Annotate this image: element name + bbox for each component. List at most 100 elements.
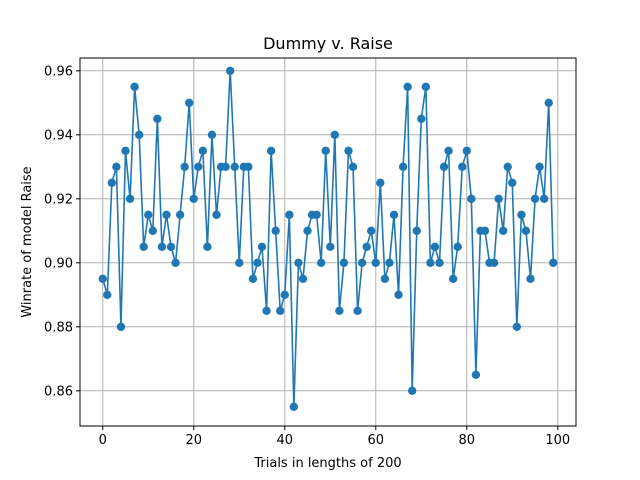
data-point	[512, 322, 522, 331]
data-point	[103, 290, 112, 299]
x-tick-label: 0	[99, 433, 107, 448]
data-point	[326, 242, 335, 251]
data-point	[508, 178, 517, 187]
data-point	[125, 194, 135, 203]
data-point	[398, 162, 408, 171]
data-point	[148, 226, 158, 235]
data-point	[439, 162, 449, 171]
data-point	[171, 258, 180, 267]
data-point	[262, 306, 271, 315]
data-point	[417, 114, 426, 124]
data-point	[376, 178, 385, 187]
data-point	[316, 258, 326, 267]
data-point	[162, 210, 171, 219]
data-point	[280, 290, 289, 299]
x-tick-label: 100	[545, 433, 570, 448]
series-line	[101, 70, 555, 408]
data-point	[339, 258, 349, 267]
data-point	[407, 386, 417, 395]
data-point	[257, 242, 267, 251]
data-point	[448, 274, 458, 283]
data-point	[348, 162, 358, 171]
data-point	[526, 274, 535, 283]
data-point	[421, 82, 431, 92]
data-point	[430, 242, 440, 251]
data-point	[330, 130, 340, 139]
data-point	[175, 210, 185, 219]
y-tick-label: 0.92	[44, 192, 73, 207]
data-point	[298, 274, 308, 283]
data-point	[180, 162, 189, 171]
data-point	[367, 226, 376, 235]
data-point	[244, 162, 253, 171]
data-point	[276, 306, 285, 315]
y-tick-label: 0.88	[44, 320, 73, 335]
data-point	[303, 226, 312, 235]
data-point	[480, 226, 490, 235]
data-point	[444, 146, 453, 155]
ticks: 0 20 40 60 80 100 0.86 0.88 0.90 0.92 0.94 0.96	[44, 64, 570, 448]
data-point	[185, 98, 194, 108]
data-point	[530, 194, 540, 203]
data-point	[353, 306, 362, 315]
data-point	[312, 210, 321, 219]
data-point	[549, 258, 558, 267]
data-point	[121, 146, 130, 155]
data-point	[544, 98, 553, 108]
y-tick-label: 0.96	[44, 64, 73, 79]
x-axis-label: Trials in lengths of 200	[253, 456, 401, 471]
data-point	[289, 402, 299, 411]
data-point	[403, 82, 412, 92]
series-layer	[98, 66, 558, 411]
data-point	[207, 130, 217, 139]
data-point	[471, 370, 481, 379]
data-point	[521, 226, 531, 235]
data-point	[225, 66, 235, 76]
data-point	[139, 242, 148, 251]
y-tick-label: 0.90	[44, 256, 73, 271]
x-tick-label: 40	[276, 433, 293, 448]
data-point	[321, 146, 330, 155]
data-point	[389, 210, 399, 219]
data-point	[371, 258, 380, 267]
data-point	[112, 162, 121, 171]
data-point	[271, 226, 280, 235]
data-point	[498, 226, 508, 235]
data-point	[453, 242, 462, 251]
data-point	[435, 258, 444, 267]
chart-title: Dummy v. Raise	[263, 34, 393, 53]
data-point	[517, 210, 526, 219]
data-point	[426, 258, 435, 267]
data-point	[153, 114, 162, 124]
data-point	[134, 130, 144, 139]
data-point	[362, 242, 371, 251]
plot-frame	[79, 57, 577, 427]
data-point	[458, 162, 467, 171]
data-point	[116, 322, 126, 331]
data-point	[230, 162, 239, 171]
data-point	[107, 178, 117, 187]
data-point	[130, 82, 139, 92]
data-point	[285, 210, 294, 219]
data-point	[198, 146, 208, 155]
data-point	[294, 258, 303, 267]
data-point	[253, 258, 262, 267]
data-point	[412, 226, 421, 235]
data-point	[335, 306, 344, 315]
x-tick-label: 80	[459, 433, 476, 448]
data-point	[394, 290, 403, 299]
data-point	[235, 258, 244, 267]
data-point	[194, 162, 203, 171]
data-point	[489, 258, 499, 267]
data-point	[221, 162, 230, 171]
grid	[80, 58, 576, 426]
data-point	[98, 274, 107, 283]
y-axis-label: Winrate of model Raise	[20, 166, 35, 317]
data-point	[380, 274, 390, 283]
data-point	[467, 194, 476, 203]
x-tick-label: 60	[368, 433, 385, 448]
data-point	[344, 146, 353, 155]
data-point	[189, 194, 198, 203]
